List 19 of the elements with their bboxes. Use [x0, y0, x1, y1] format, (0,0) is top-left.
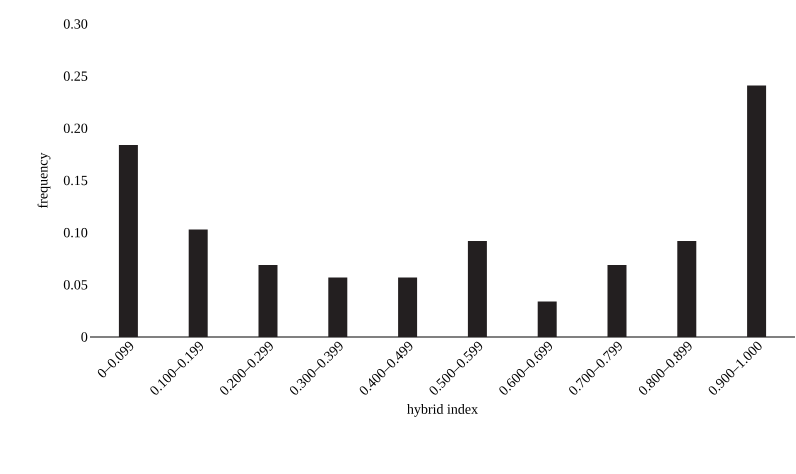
- bar: [328, 278, 348, 337]
- y-tick-label: 0.15: [64, 176, 88, 186]
- bar: [468, 241, 487, 337]
- y-axis-title: frequency: [38, 152, 50, 208]
- bar: [677, 241, 696, 337]
- x-axis-title: hybrid index: [407, 404, 478, 417]
- y-tick-label: 0.10: [64, 228, 88, 238]
- bar: [118, 145, 138, 337]
- y-tick-label: 0.30: [64, 19, 88, 29]
- y-tick-label: 0.20: [64, 124, 88, 134]
- y-tick-label: 0.05: [64, 280, 88, 290]
- bar: [747, 86, 766, 337]
- bar: [607, 265, 626, 337]
- bar: [398, 278, 418, 337]
- bar: [258, 265, 278, 337]
- bar: [538, 302, 557, 337]
- y-tick-label: 0.25: [64, 71, 88, 81]
- y-tick-label: 0: [81, 332, 88, 342]
- bar: [188, 230, 208, 337]
